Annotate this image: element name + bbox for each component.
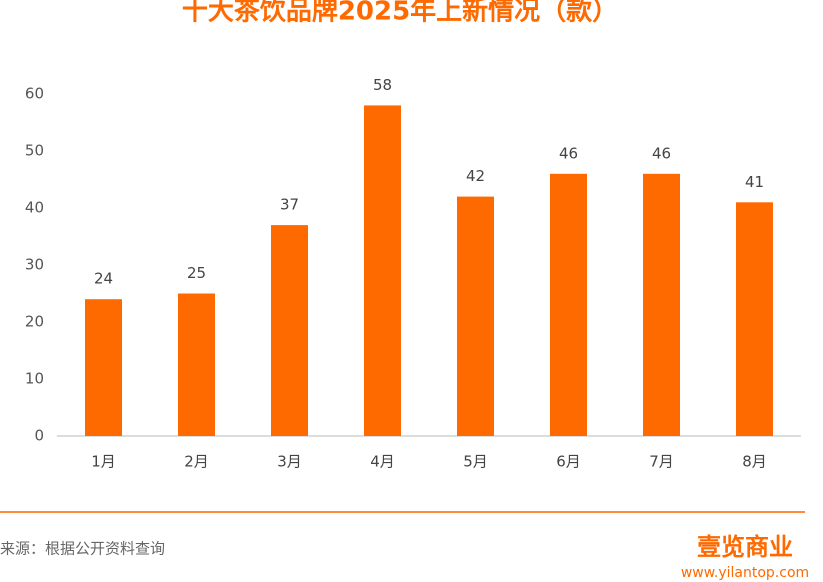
bar <box>643 173 680 437</box>
data-label: 24 <box>94 270 113 288</box>
bar <box>85 299 122 436</box>
source-note: 来源：根据公开资料查询 <box>0 540 165 558</box>
data-label: 46 <box>559 144 578 162</box>
data-label: 41 <box>745 173 764 191</box>
bar <box>457 196 494 436</box>
x-tick-label: 1月 <box>91 453 116 471</box>
x-tick-label: 5月 <box>463 453 488 471</box>
bar <box>178 293 215 436</box>
x-tick-label: 7月 <box>649 453 674 471</box>
y-tick-label: 40 <box>25 199 44 217</box>
x-tick-label: 2月 <box>184 453 209 471</box>
bar <box>364 105 401 437</box>
y-tick-label: 30 <box>25 256 44 274</box>
y-tick-label: 10 <box>25 370 44 388</box>
y-tick-label: 0 <box>34 427 44 445</box>
bar <box>550 173 587 437</box>
x-tick-label: 4月 <box>370 453 395 471</box>
bar <box>736 202 773 436</box>
data-label: 25 <box>187 264 206 282</box>
logo-name: 壹览商业 <box>697 533 793 561</box>
x-tick-label: 8月 <box>742 453 767 471</box>
data-label: 37 <box>280 196 299 214</box>
data-label: 46 <box>652 144 671 162</box>
data-label: 58 <box>373 76 392 94</box>
y-tick-label: 20 <box>25 313 44 331</box>
x-tick-label: 3月 <box>277 453 302 471</box>
y-tick-label: 50 <box>25 142 44 160</box>
data-label: 42 <box>466 167 485 185</box>
x-tick-label: 6月 <box>556 453 581 471</box>
chart-title: 十大茶饮品牌2025年上新情况（款） <box>182 0 618 27</box>
y-tick-label: 60 <box>25 85 44 103</box>
bar <box>271 225 308 436</box>
logo-url: www.yilantop.com <box>681 565 809 581</box>
